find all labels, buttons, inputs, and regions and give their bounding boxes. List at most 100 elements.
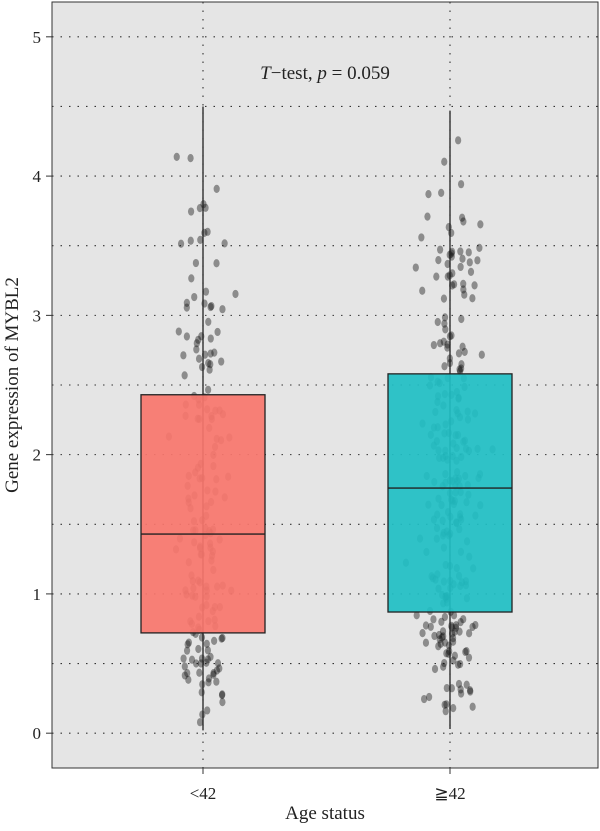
data-point <box>438 617 445 626</box>
data-point <box>195 335 202 344</box>
data-point <box>474 256 481 265</box>
data-point <box>459 213 466 222</box>
data-point <box>478 350 485 359</box>
data-point <box>214 659 222 668</box>
data-point <box>205 385 212 394</box>
data-point <box>455 136 462 145</box>
data-point <box>455 679 463 689</box>
data-point <box>183 332 190 341</box>
data-point <box>175 327 182 336</box>
data-point <box>466 629 473 638</box>
data-point <box>460 285 467 294</box>
data-point <box>448 331 455 340</box>
data-point <box>442 325 449 334</box>
data-point <box>461 347 468 356</box>
data-point <box>207 360 214 369</box>
data-point <box>198 688 205 697</box>
data-point <box>458 360 465 369</box>
x-tick-label: <42 <box>190 784 217 803</box>
data-point <box>467 687 474 696</box>
data-point <box>173 152 180 161</box>
data-point <box>465 653 473 662</box>
data-point <box>458 314 465 324</box>
data-point <box>457 618 464 627</box>
data-point <box>446 647 453 656</box>
data-point <box>469 702 476 711</box>
data-point <box>431 631 438 641</box>
data-point <box>184 640 191 649</box>
data-point <box>219 690 226 699</box>
data-point <box>199 680 206 689</box>
data-point <box>188 655 196 664</box>
data-point <box>465 248 472 257</box>
data-point <box>456 627 463 636</box>
data-point <box>207 349 214 358</box>
data-point <box>441 319 448 328</box>
data-point <box>450 637 457 646</box>
data-point <box>442 707 449 716</box>
data-point <box>218 357 225 366</box>
data-point <box>195 354 203 363</box>
data-point <box>195 644 202 654</box>
data-point <box>193 659 200 668</box>
data-point <box>444 259 451 269</box>
data-point <box>457 247 464 256</box>
data-point <box>207 334 214 343</box>
data-point <box>232 289 239 299</box>
data-point <box>201 299 208 308</box>
data-point <box>469 622 476 632</box>
data-point <box>199 362 206 372</box>
data-point <box>463 647 470 656</box>
data-point <box>445 223 452 232</box>
y-tick-label: 5 <box>33 28 42 47</box>
data-point <box>441 658 448 668</box>
data-point <box>439 627 447 636</box>
data-point <box>205 359 212 368</box>
data-point <box>181 371 188 380</box>
data-point <box>444 343 451 352</box>
data-point <box>445 641 453 650</box>
data-point <box>462 647 469 657</box>
data-point <box>211 636 218 645</box>
data-point <box>436 635 443 644</box>
data-point <box>204 655 211 664</box>
data-point <box>435 256 442 265</box>
y-axis-title: Gene expression of MYBL2 <box>2 277 23 493</box>
data-point <box>460 217 467 226</box>
data-point <box>426 692 433 702</box>
data-point <box>185 638 192 647</box>
data-point <box>439 633 446 642</box>
x-tick-label: ≧42 <box>434 784 465 803</box>
data-point <box>451 627 458 636</box>
data-point <box>430 615 437 624</box>
axes: <42 ≧42 0 1 2 3 4 5 <box>33 28 466 803</box>
data-point <box>214 327 221 337</box>
data-point <box>460 279 467 288</box>
data-point <box>181 662 188 671</box>
data-point <box>184 669 191 678</box>
data-point <box>449 269 456 278</box>
data-point <box>459 342 466 351</box>
data-point <box>449 634 457 643</box>
data-point <box>440 294 448 303</box>
data-point <box>213 259 220 268</box>
data-point <box>196 668 203 677</box>
data-point <box>216 664 223 673</box>
data-point <box>413 611 420 620</box>
data-point <box>192 258 200 268</box>
data-point <box>219 305 226 314</box>
data-point <box>443 683 450 693</box>
data-point <box>203 658 210 667</box>
y-tick-label: 0 <box>33 724 42 743</box>
data-point <box>196 204 204 213</box>
data-point <box>193 345 200 354</box>
data-point <box>443 649 450 658</box>
data-point <box>218 634 225 643</box>
data-point <box>441 157 448 166</box>
data-point <box>457 685 464 694</box>
data-point <box>187 236 194 245</box>
data-point <box>427 622 434 631</box>
data-point <box>472 620 479 630</box>
data-point <box>213 677 220 686</box>
